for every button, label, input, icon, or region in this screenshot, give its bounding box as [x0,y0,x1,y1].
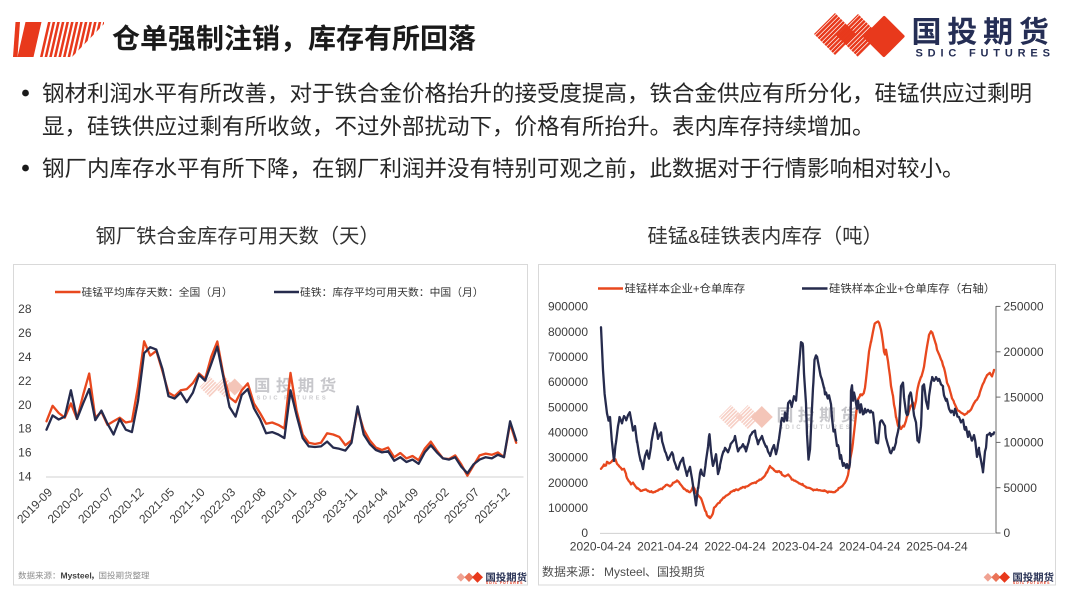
svg-text:150000: 150000 [1004,390,1044,404]
svg-text:300000: 300000 [548,451,588,465]
svg-text:50000: 50000 [1004,481,1038,495]
svg-text:SDIC FUTURES: SDIC FUTURES [486,581,524,585]
svg-text:2024-04-24: 2024-04-24 [839,540,901,554]
svg-text:26: 26 [18,326,32,340]
svg-text:900000: 900000 [548,300,588,314]
svg-text:200000: 200000 [1004,345,1044,359]
svg-text:2023-04-24: 2023-04-24 [772,540,834,554]
svg-text:22: 22 [18,374,32,388]
svg-text:SDIC FUTURES: SDIC FUTURES [1013,581,1051,585]
svg-text:100000: 100000 [1004,436,1044,450]
svg-text:2020-04-24: 2020-04-24 [570,540,632,554]
svg-text:700000: 700000 [548,350,588,364]
svg-text:500000: 500000 [548,400,588,414]
svg-text:2025-04-24: 2025-04-24 [906,540,968,554]
svg-text:+: + [693,284,700,296]
svg-text:0: 0 [581,526,588,540]
svg-text:SDIC FUTURES: SDIC FUTURES [779,425,852,431]
svg-text:16: 16 [18,446,32,460]
svg-text:28: 28 [18,302,32,316]
svg-text:100000: 100000 [548,501,588,515]
svg-text:Mysteel: Mysteel [604,565,645,579]
svg-text:SDIC FUTURES: SDIC FUTURES [257,396,329,402]
svg-text:14: 14 [18,470,32,484]
svg-text:20: 20 [18,398,32,412]
svg-text:800000: 800000 [548,325,588,339]
svg-text:2022-04-24: 2022-04-24 [704,540,766,554]
svg-text:600000: 600000 [548,375,588,389]
svg-text:200000: 200000 [548,476,588,490]
svg-text:&: & [688,227,700,247]
svg-text:24: 24 [18,350,32,364]
svg-text:0: 0 [1004,526,1011,540]
svg-text:400000: 400000 [548,426,588,440]
svg-text:SDIC FUTURES: SDIC FUTURES [916,48,1055,60]
svg-text:+: + [897,284,904,296]
svg-text:18: 18 [18,422,32,436]
svg-text:2021-04-24: 2021-04-24 [637,540,699,554]
svg-text:Mysteel: Mysteel [61,571,92,581]
svg-text:250000: 250000 [1004,300,1044,314]
